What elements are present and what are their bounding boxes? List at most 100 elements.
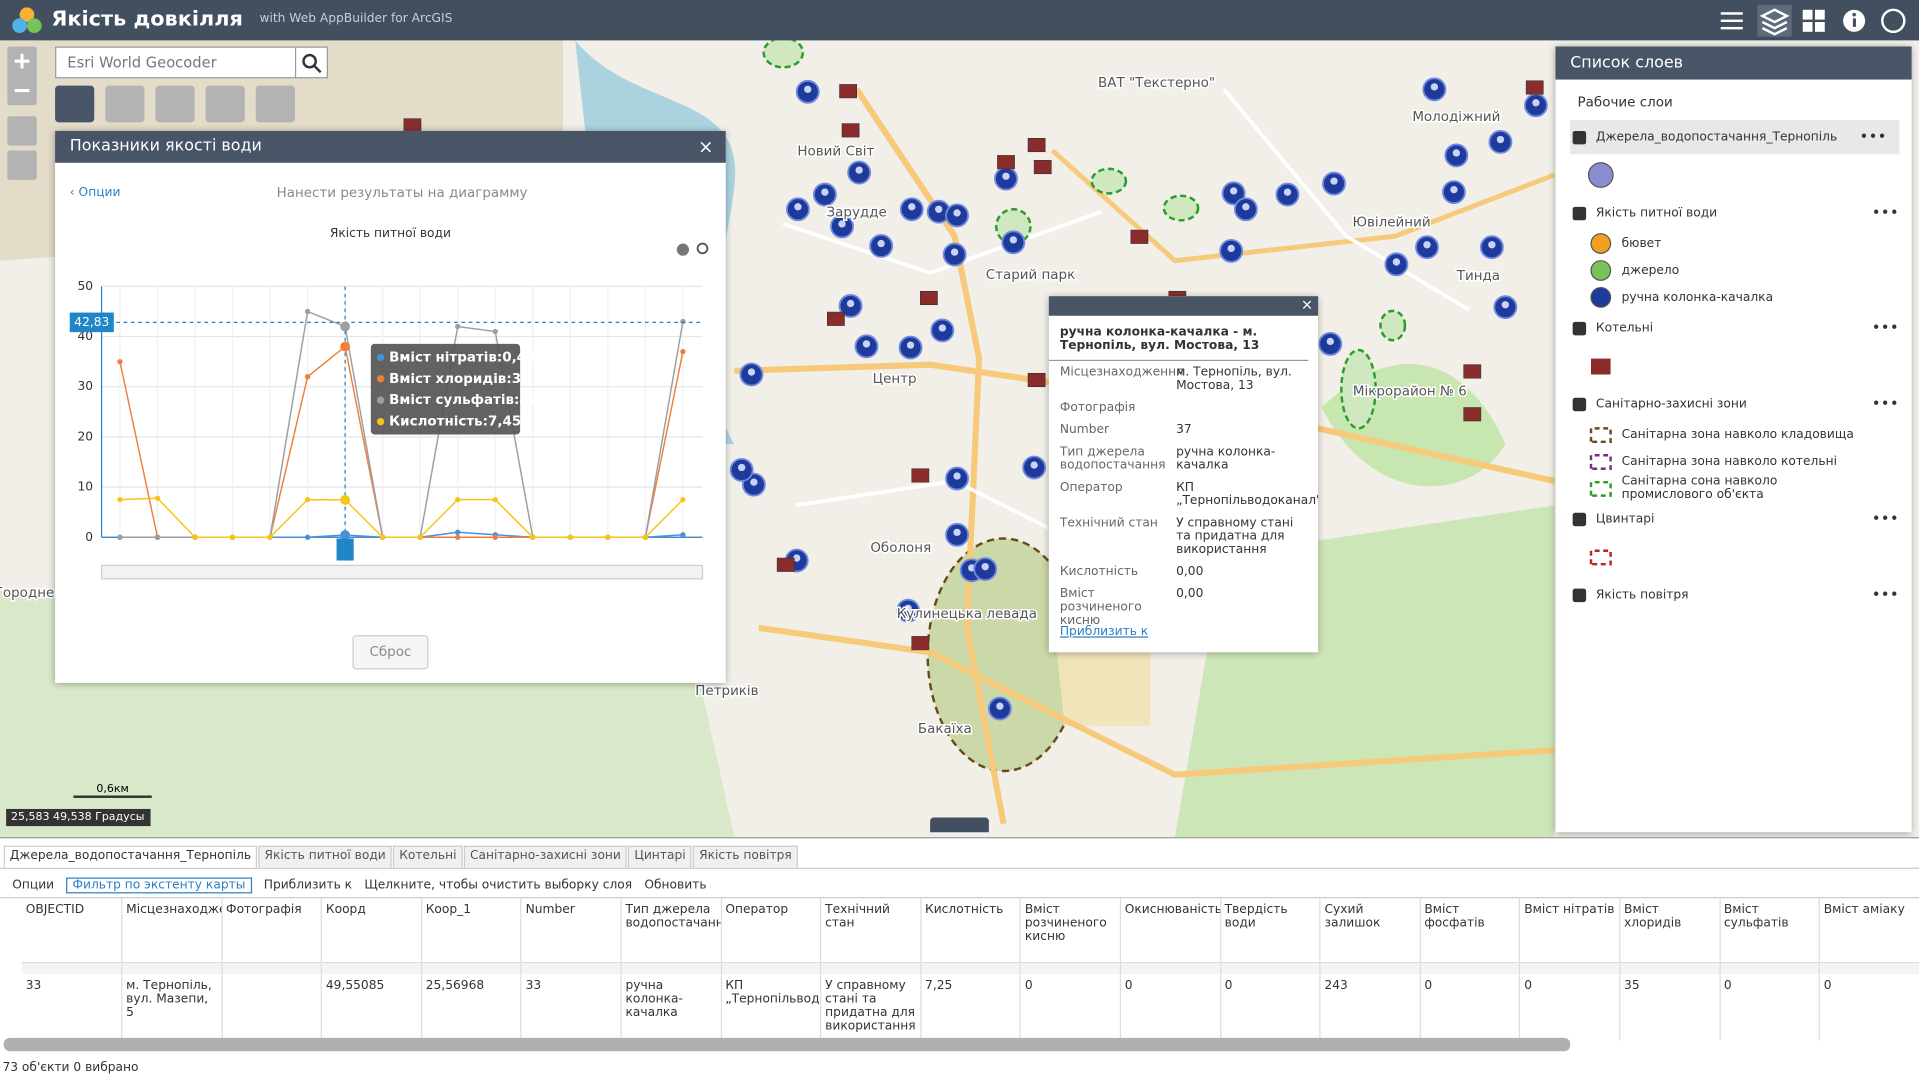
marker-icon	[906, 341, 915, 349]
popup-field: Number 37	[1060, 423, 1307, 436]
home-button[interactable]	[7, 116, 37, 146]
table-tab[interactable]: Джерела_водопостачання_Тернопіль	[3, 845, 258, 868]
table-tab[interactable]: Якість повітря	[692, 845, 798, 868]
locate-tool[interactable]	[255, 85, 295, 123]
search-box[interactable]: Esri World Geocoder	[55, 46, 327, 79]
popup-zoom-link[interactable]: Приблизить к	[1049, 625, 1318, 638]
column-header[interactable]: Фотографія	[221, 898, 323, 962]
layer-checkbox[interactable]	[1572, 397, 1587, 411]
data-cell: КП „Тернопільводок	[721, 974, 822, 1041]
column-header[interactable]: Твердість води	[1220, 898, 1321, 962]
table-tab[interactable]: Санітарно-захисні зони	[463, 845, 628, 868]
column-header[interactable]: Кислотність	[920, 898, 1022, 962]
data-point	[642, 534, 649, 540]
y-tick-label: 40	[77, 329, 93, 343]
layer-checkbox[interactable]	[1572, 321, 1587, 335]
boiler-marker	[839, 84, 858, 99]
layer-menu[interactable]: •••	[1860, 130, 1888, 144]
column-header[interactable]: Вміст нітратів	[1519, 898, 1621, 962]
chart-tool[interactable]	[55, 85, 95, 123]
column-header[interactable]: Number	[521, 898, 622, 962]
h-scrollbar[interactable]	[3, 1037, 1571, 1052]
popup-title: ручна колонка-качалка - м. Тернопіль, ву…	[1048, 316, 1309, 362]
column-header[interactable]: Вміст фосфатів	[1420, 898, 1521, 962]
layer-menu[interactable]: •••	[1872, 397, 1900, 411]
data-cell: 243	[1320, 974, 1421, 1041]
locate-button[interactable]	[7, 150, 37, 180]
header-tools[interactable]	[1713, 4, 1919, 37]
layer-list-header: Список слоев	[1555, 46, 1912, 80]
column-header[interactable]: Технічний стан	[820, 898, 922, 962]
field-value: 0,00	[1176, 587, 1204, 601]
column-header[interactable]: Сухий залишок	[1320, 898, 1421, 962]
column-header[interactable]: Місцезнаходження	[121, 898, 223, 962]
layer-checkbox[interactable]	[1572, 588, 1587, 602]
toolbar-item[interactable]: Щелкните, чтобы очистить выборку слоя	[364, 878, 633, 892]
toolbar-item[interactable]: Опции	[12, 878, 55, 892]
app-subtitle: with Web AppBuilder for ArcGIS	[259, 12, 453, 26]
data-point	[492, 534, 498, 540]
marker-icon	[953, 472, 961, 480]
layer-item[interactable]: Якість питної води •••	[1556, 196, 1912, 230]
column-header[interactable]: Коорд	[321, 898, 423, 962]
spacer-cell	[521, 961, 622, 975]
column-header[interactable]: Вміст хлоридів	[1619, 898, 1721, 962]
table-tab[interactable]: Котельні	[393, 845, 463, 868]
table-tab[interactable]: Якість питної води	[258, 845, 392, 868]
query-tool[interactable]	[155, 85, 195, 123]
column-header[interactable]: Окиснюваність	[1120, 898, 1221, 962]
column-header[interactable]: Коор_1	[421, 898, 522, 962]
column-header[interactable]: Вміст розчиненого кисню	[1020, 898, 1122, 962]
layer-menu[interactable]: •••	[1872, 512, 1900, 526]
series-line	[119, 497, 684, 539]
marker-icon	[862, 340, 871, 348]
popup-close[interactable]: ×	[1300, 296, 1314, 314]
layer-item[interactable]: Якість повітря •••	[1556, 578, 1912, 612]
coordinates: 25,583 49,538 Градусы	[6, 808, 151, 827]
scale-bar: 0,6км	[73, 783, 152, 798]
zoom-buttons[interactable]	[7, 46, 37, 106]
data-point	[192, 534, 198, 540]
layer-item[interactable]: Котельні •••	[1556, 311, 1912, 345]
layer-menu[interactable]: •••	[1872, 321, 1900, 335]
toolbar-item[interactable]: Фильтр по экстенту карты	[66, 876, 252, 893]
data-point	[455, 496, 461, 503]
header: Якість довкілля with Web AppBuilder for …	[0, 0, 1919, 41]
search-button[interactable]	[294, 46, 328, 79]
toolbar-item[interactable]: Приблизить к	[263, 878, 353, 892]
layer-item[interactable]: Цвинтарі •••	[1556, 502, 1912, 536]
legend-shape	[1589, 480, 1612, 497]
layer-checkbox[interactable]	[1572, 130, 1587, 144]
column-header[interactable]: OBJECTID	[22, 898, 123, 962]
protection-zone	[1340, 348, 1377, 430]
layer-item[interactable]: Джерела_водопостачання_Тернопіль •••	[1570, 119, 1900, 155]
marker-icon	[950, 248, 959, 256]
marker-icon	[1229, 187, 1238, 195]
table-tab[interactable]: Цинтарі	[628, 845, 692, 868]
draw-tool[interactable]	[105, 85, 145, 123]
zoom-icon[interactable]	[696, 242, 709, 255]
data-point	[267, 534, 273, 540]
map-label: ВАТ "Текстерно"	[1098, 76, 1215, 91]
legend-symbol	[1589, 480, 1612, 497]
column-header[interactable]: Оператор	[721, 898, 822, 962]
map-label: Ювілейний	[1352, 215, 1430, 230]
layer-menu[interactable]: •••	[1872, 588, 1900, 602]
back-link[interactable]: ‹ Опции	[69, 186, 121, 200]
layer-checkbox[interactable]	[1572, 512, 1587, 526]
reset-button[interactable]: Сброс	[352, 635, 429, 670]
close-button[interactable]: ×	[698, 135, 714, 158]
print-tool[interactable]	[205, 85, 245, 123]
layer-checkbox[interactable]	[1572, 206, 1587, 220]
layer-item[interactable]: Санітарно-захисні зони •••	[1556, 387, 1912, 421]
layer-menu[interactable]: •••	[1872, 206, 1900, 220]
toolbar-item[interactable]: Обновить	[644, 878, 707, 892]
column-header[interactable]: Вміст аміаку	[1819, 898, 1919, 962]
map-label: Оболоня	[870, 540, 931, 556]
settings-icon[interactable]	[676, 243, 690, 256]
boiler-marker	[1463, 364, 1482, 379]
column-header[interactable]: Тип джерела водопостачання	[621, 898, 722, 962]
column-header[interactable]: Вміст сульфатів	[1719, 898, 1821, 962]
data-row[interactable]: 33 м. Тернопіль, вул. Мазепи, 5 49,55085 25…	[22, 974, 1919, 1041]
table-toggle[interactable]	[930, 817, 989, 833]
